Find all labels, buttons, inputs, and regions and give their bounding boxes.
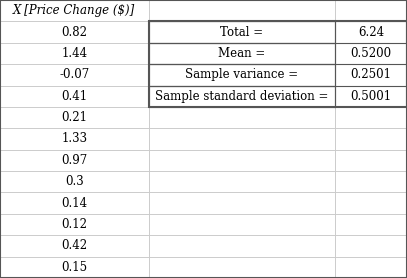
Bar: [149, 21, 335, 43]
Bar: [335, 64, 407, 86]
Bar: [0, 21, 149, 43]
Text: 0.97: 0.97: [61, 154, 88, 167]
Text: 1.33: 1.33: [61, 133, 88, 145]
Text: 0.41: 0.41: [61, 90, 88, 103]
Text: 0.14: 0.14: [61, 197, 88, 210]
Text: Total =: Total =: [220, 26, 263, 39]
Bar: [0, 43, 149, 64]
Bar: [149, 171, 335, 192]
Bar: [0, 86, 149, 107]
Bar: [149, 128, 335, 150]
Bar: [0, 235, 149, 257]
Text: Sample standard deviation =: Sample standard deviation =: [155, 90, 328, 103]
Bar: [0, 64, 149, 86]
Text: 0.5200: 0.5200: [350, 47, 392, 60]
Bar: [149, 214, 335, 235]
Bar: [335, 43, 407, 64]
Bar: [149, 64, 335, 86]
Bar: [149, 257, 335, 278]
Bar: [149, 192, 335, 214]
Bar: [149, 0, 335, 21]
Bar: [0, 0, 149, 21]
Bar: [335, 128, 407, 150]
Text: 0.2501: 0.2501: [350, 68, 391, 81]
Bar: [335, 257, 407, 278]
Text: 0.42: 0.42: [61, 239, 88, 252]
Bar: [149, 43, 335, 64]
Text: 1.44: 1.44: [61, 47, 88, 60]
Text: 0.15: 0.15: [61, 261, 88, 274]
Bar: [149, 86, 335, 107]
Text: -0.07: -0.07: [59, 68, 90, 81]
Bar: [335, 150, 407, 171]
Bar: [335, 21, 407, 43]
Bar: [0, 214, 149, 235]
Bar: [149, 107, 335, 128]
Bar: [149, 21, 407, 107]
Bar: [0, 150, 149, 171]
Text: 0.3: 0.3: [65, 175, 84, 188]
Bar: [0, 171, 149, 192]
Text: Mean =: Mean =: [218, 47, 265, 60]
Bar: [0, 107, 149, 128]
Text: 0.82: 0.82: [61, 26, 88, 39]
Bar: [149, 21, 335, 43]
Text: 0.21: 0.21: [61, 111, 88, 124]
Bar: [0, 128, 149, 150]
Bar: [149, 64, 335, 86]
Bar: [335, 171, 407, 192]
Text: 6.24: 6.24: [358, 26, 384, 39]
Bar: [0, 192, 149, 214]
Text: 0.12: 0.12: [61, 218, 88, 231]
Bar: [335, 107, 407, 128]
Bar: [149, 43, 335, 64]
Bar: [149, 150, 335, 171]
Text: X [Price Change ($)]: X [Price Change ($)]: [13, 4, 136, 17]
Text: Sample variance =: Sample variance =: [185, 68, 298, 81]
Bar: [335, 86, 407, 107]
Bar: [335, 0, 407, 21]
Bar: [149, 235, 335, 257]
Bar: [0, 257, 149, 278]
Bar: [335, 192, 407, 214]
Bar: [335, 235, 407, 257]
Bar: [149, 86, 335, 107]
Bar: [335, 214, 407, 235]
Text: 0.5001: 0.5001: [350, 90, 392, 103]
